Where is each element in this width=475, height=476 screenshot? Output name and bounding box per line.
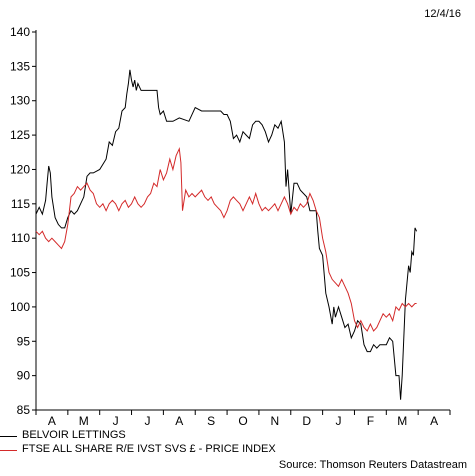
legend-item-ftse: FTSE ALL SHARE R/E IVST SVS £ - PRICE IN… [0, 443, 475, 457]
x-tick-label: J [113, 414, 119, 428]
y-tick-label: 105 [10, 266, 30, 280]
legend-swatch-ftse [0, 450, 17, 451]
x-tick-label: A [48, 414, 56, 428]
legend-label-belvoir: BELVOIR LETTINGS [22, 429, 126, 441]
y-tick-label: 120 [10, 162, 30, 176]
legend-swatch-belvoir [0, 436, 17, 437]
y-tick-label: 130 [10, 94, 30, 108]
y-tick-label: 140 [10, 25, 30, 39]
y-tick-label: 135 [10, 59, 30, 73]
y-tick-label: 100 [10, 300, 30, 314]
x-tick-label: M [79, 414, 89, 428]
x-tick-label: A [430, 414, 438, 428]
x-tick-label: J [144, 414, 150, 428]
y-tick-label: 90 [17, 369, 31, 383]
y-tick-label: 95 [17, 334, 31, 348]
series-line-ftse [35, 146, 417, 332]
x-tick-label: M [397, 414, 407, 428]
date-label: 12/4/16 [424, 8, 461, 20]
x-tick-label: F [367, 414, 374, 428]
x-tick-label: S [207, 414, 215, 428]
y-tick-label: 125 [10, 128, 30, 142]
legend: BELVOIR LETTINGS FTSE ALL SHARE R/E IVST… [0, 429, 475, 457]
legend-label-ftse: FTSE ALL SHARE R/E IVST SVS £ - PRICE IN… [22, 443, 276, 455]
source-note: Source: Thomson Reuters Datastream [278, 459, 467, 471]
x-tick-label: D [302, 414, 311, 428]
x-tick-label: A [175, 414, 183, 428]
x-tick-label: J [336, 414, 342, 428]
y-tick-label: 85 [17, 403, 31, 417]
x-tick-label: O [238, 414, 247, 428]
series-line-belvoir [35, 69, 418, 400]
axes: 85 90 95 100 105 110 115 120 125 130 135 140 A M J J A S O… [10, 25, 451, 428]
legend-item-belvoir: BELVOIR LETTINGS [0, 429, 475, 443]
x-tick-label: N [271, 414, 280, 428]
y-tick-label: 115 [11, 197, 30, 211]
series-layer [35, 69, 418, 400]
y-tick-label: 110 [11, 231, 30, 245]
